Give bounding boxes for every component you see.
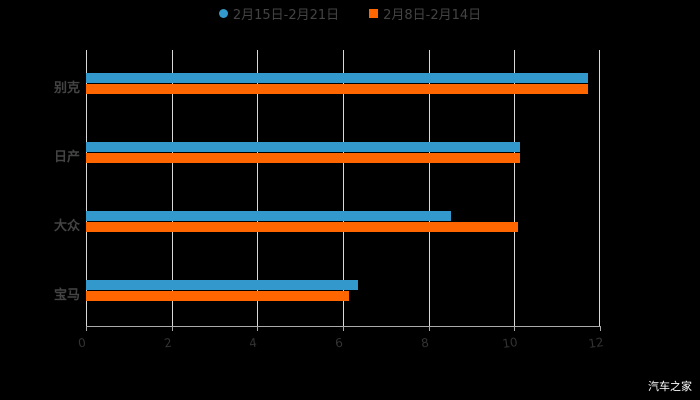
watermark-logo: 汽车之家	[648, 380, 692, 393]
category-label-nissan: 日产	[53, 150, 80, 165]
legend-item-week-feb15-21[interactable]: 2月15日-2月21日	[218, 4, 340, 23]
legend-item-week-feb8-14[interactable]: 2月8日-2月14日	[369, 4, 481, 23]
x-tick-label: 4	[248, 335, 259, 351]
plot-area	[86, 50, 600, 326]
gridline	[171, 50, 173, 326]
gridline	[599, 50, 600, 326]
gridline	[343, 50, 344, 326]
bar-feb8-14[interactable]	[86, 84, 589, 94]
x-tick-mark	[171, 326, 173, 331]
gridline	[428, 50, 430, 326]
category-label-volkswagen: 大众	[53, 219, 80, 234]
bar-feb15-21[interactable]	[86, 211, 452, 221]
legend: 2月15日-2月21日 2月8日-2月14日	[0, 4, 700, 23]
x-tick-label: 6	[334, 335, 344, 351]
x-tick-label: 2	[162, 335, 173, 351]
category-label-buick: 别克	[53, 81, 80, 96]
bar-feb15-21[interactable]	[86, 280, 359, 290]
x-tick-mark	[343, 326, 344, 331]
x-tick-label: 0	[77, 335, 87, 351]
bar-feb8-14[interactable]	[86, 222, 519, 232]
x-tick-mark	[428, 326, 430, 331]
gridline	[514, 50, 516, 326]
x-tick-mark	[514, 326, 516, 331]
y-axis-line	[86, 50, 87, 326]
bar-feb15-21[interactable]	[86, 142, 521, 152]
bar-feb15-21[interactable]	[86, 73, 589, 83]
bar-feb8-14[interactable]	[86, 291, 349, 301]
legend-label: 2月8日-2月14日	[383, 8, 482, 23]
series-orange-marker-icon	[369, 9, 379, 18]
category-label-bmw: 宝马	[53, 288, 80, 303]
series-blue-marker-icon	[218, 9, 228, 18]
x-tick-label: 10	[501, 335, 519, 351]
x-tick-label: 12	[587, 335, 605, 351]
x-tick-label: 8	[419, 335, 430, 351]
x-tick-mark	[86, 326, 87, 331]
legend-label: 2月15日-2月21日	[232, 8, 340, 23]
x-tick-mark	[257, 326, 259, 331]
x-tick-mark	[600, 326, 601, 331]
gridline	[257, 50, 259, 326]
bar-feb8-14[interactable]	[86, 153, 521, 163]
